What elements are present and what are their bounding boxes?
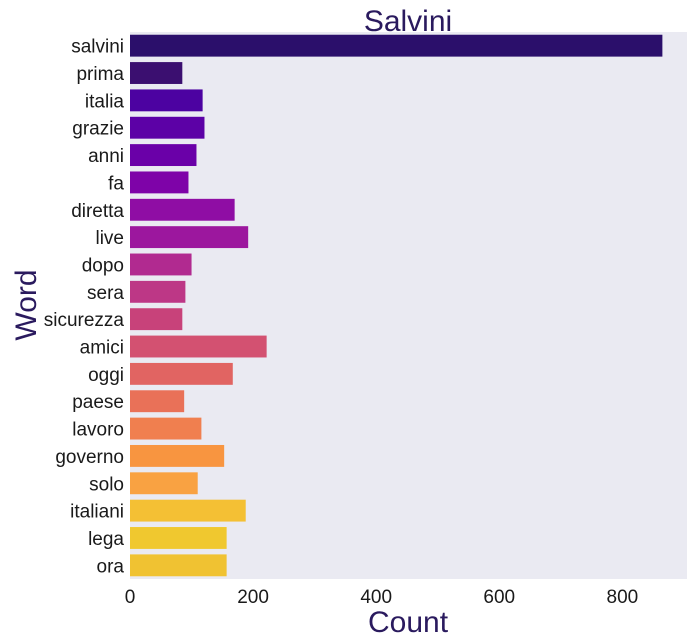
- x-axis-title: Count: [368, 606, 449, 639]
- bar-salvini: [130, 34, 663, 57]
- y-tick-label: salvini: [71, 37, 124, 58]
- y-tick-label: paese: [72, 392, 124, 413]
- bar-governo: [130, 444, 225, 467]
- bar-dopo: [130, 253, 192, 276]
- bar-anni: [130, 144, 197, 167]
- y-tick-label: live: [95, 228, 124, 249]
- x-tick-label: 400: [360, 587, 392, 608]
- bar-fa: [130, 171, 189, 194]
- y-tick-label: italiani: [70, 502, 124, 523]
- y-tick-label: oggi: [88, 365, 124, 386]
- bar-sicurezza: [130, 308, 183, 331]
- bar-diretta: [130, 198, 235, 221]
- plot-area: [130, 32, 687, 579]
- y-tick-label: sicurezza: [44, 310, 125, 331]
- y-tick-labels: salvini prima italia grazie anni fa diretta liv…: [44, 37, 125, 578]
- y-tick-label: dopo: [82, 255, 124, 276]
- x-tick-label: 800: [607, 587, 639, 608]
- bar-italia: [130, 89, 203, 112]
- bar-live: [130, 226, 249, 249]
- x-tick-label: 600: [483, 587, 515, 608]
- y-tick-label: amici: [80, 338, 124, 359]
- bar-italiani: [130, 499, 246, 522]
- bar-lavoro: [130, 417, 202, 440]
- bar-lega: [130, 527, 227, 549]
- y-tick-label: lavoro: [72, 420, 124, 441]
- x-tick-label: 200: [237, 587, 269, 608]
- y-tick-label: anni: [88, 146, 124, 167]
- bar-sera: [130, 280, 186, 303]
- bar-solo: [130, 472, 198, 495]
- y-tick-label: diretta: [71, 201, 124, 222]
- x-tick-labels: 0 200 400 600 800: [125, 587, 639, 608]
- bars-group: [130, 34, 663, 577]
- y-tick-label: sera: [87, 283, 124, 304]
- y-tick-label: italia: [85, 91, 125, 112]
- x-tick-label: 0: [125, 587, 136, 608]
- y-tick-label: solo: [89, 474, 124, 495]
- bar-grazie: [130, 116, 205, 139]
- y-tick-label: prima: [76, 64, 124, 85]
- bar-prima: [130, 62, 183, 84]
- bar-paese: [130, 390, 185, 413]
- bar-oggi: [130, 362, 233, 385]
- y-tick-label: governo: [55, 447, 124, 468]
- y-tick-label: ora: [97, 556, 125, 577]
- y-tick-label: grazie: [72, 119, 124, 140]
- bar-ora: [130, 554, 227, 577]
- y-tick-label: fa: [108, 173, 124, 194]
- y-axis-title: Word: [10, 269, 43, 340]
- bar-amici: [130, 335, 267, 358]
- y-tick-label: lega: [88, 529, 124, 550]
